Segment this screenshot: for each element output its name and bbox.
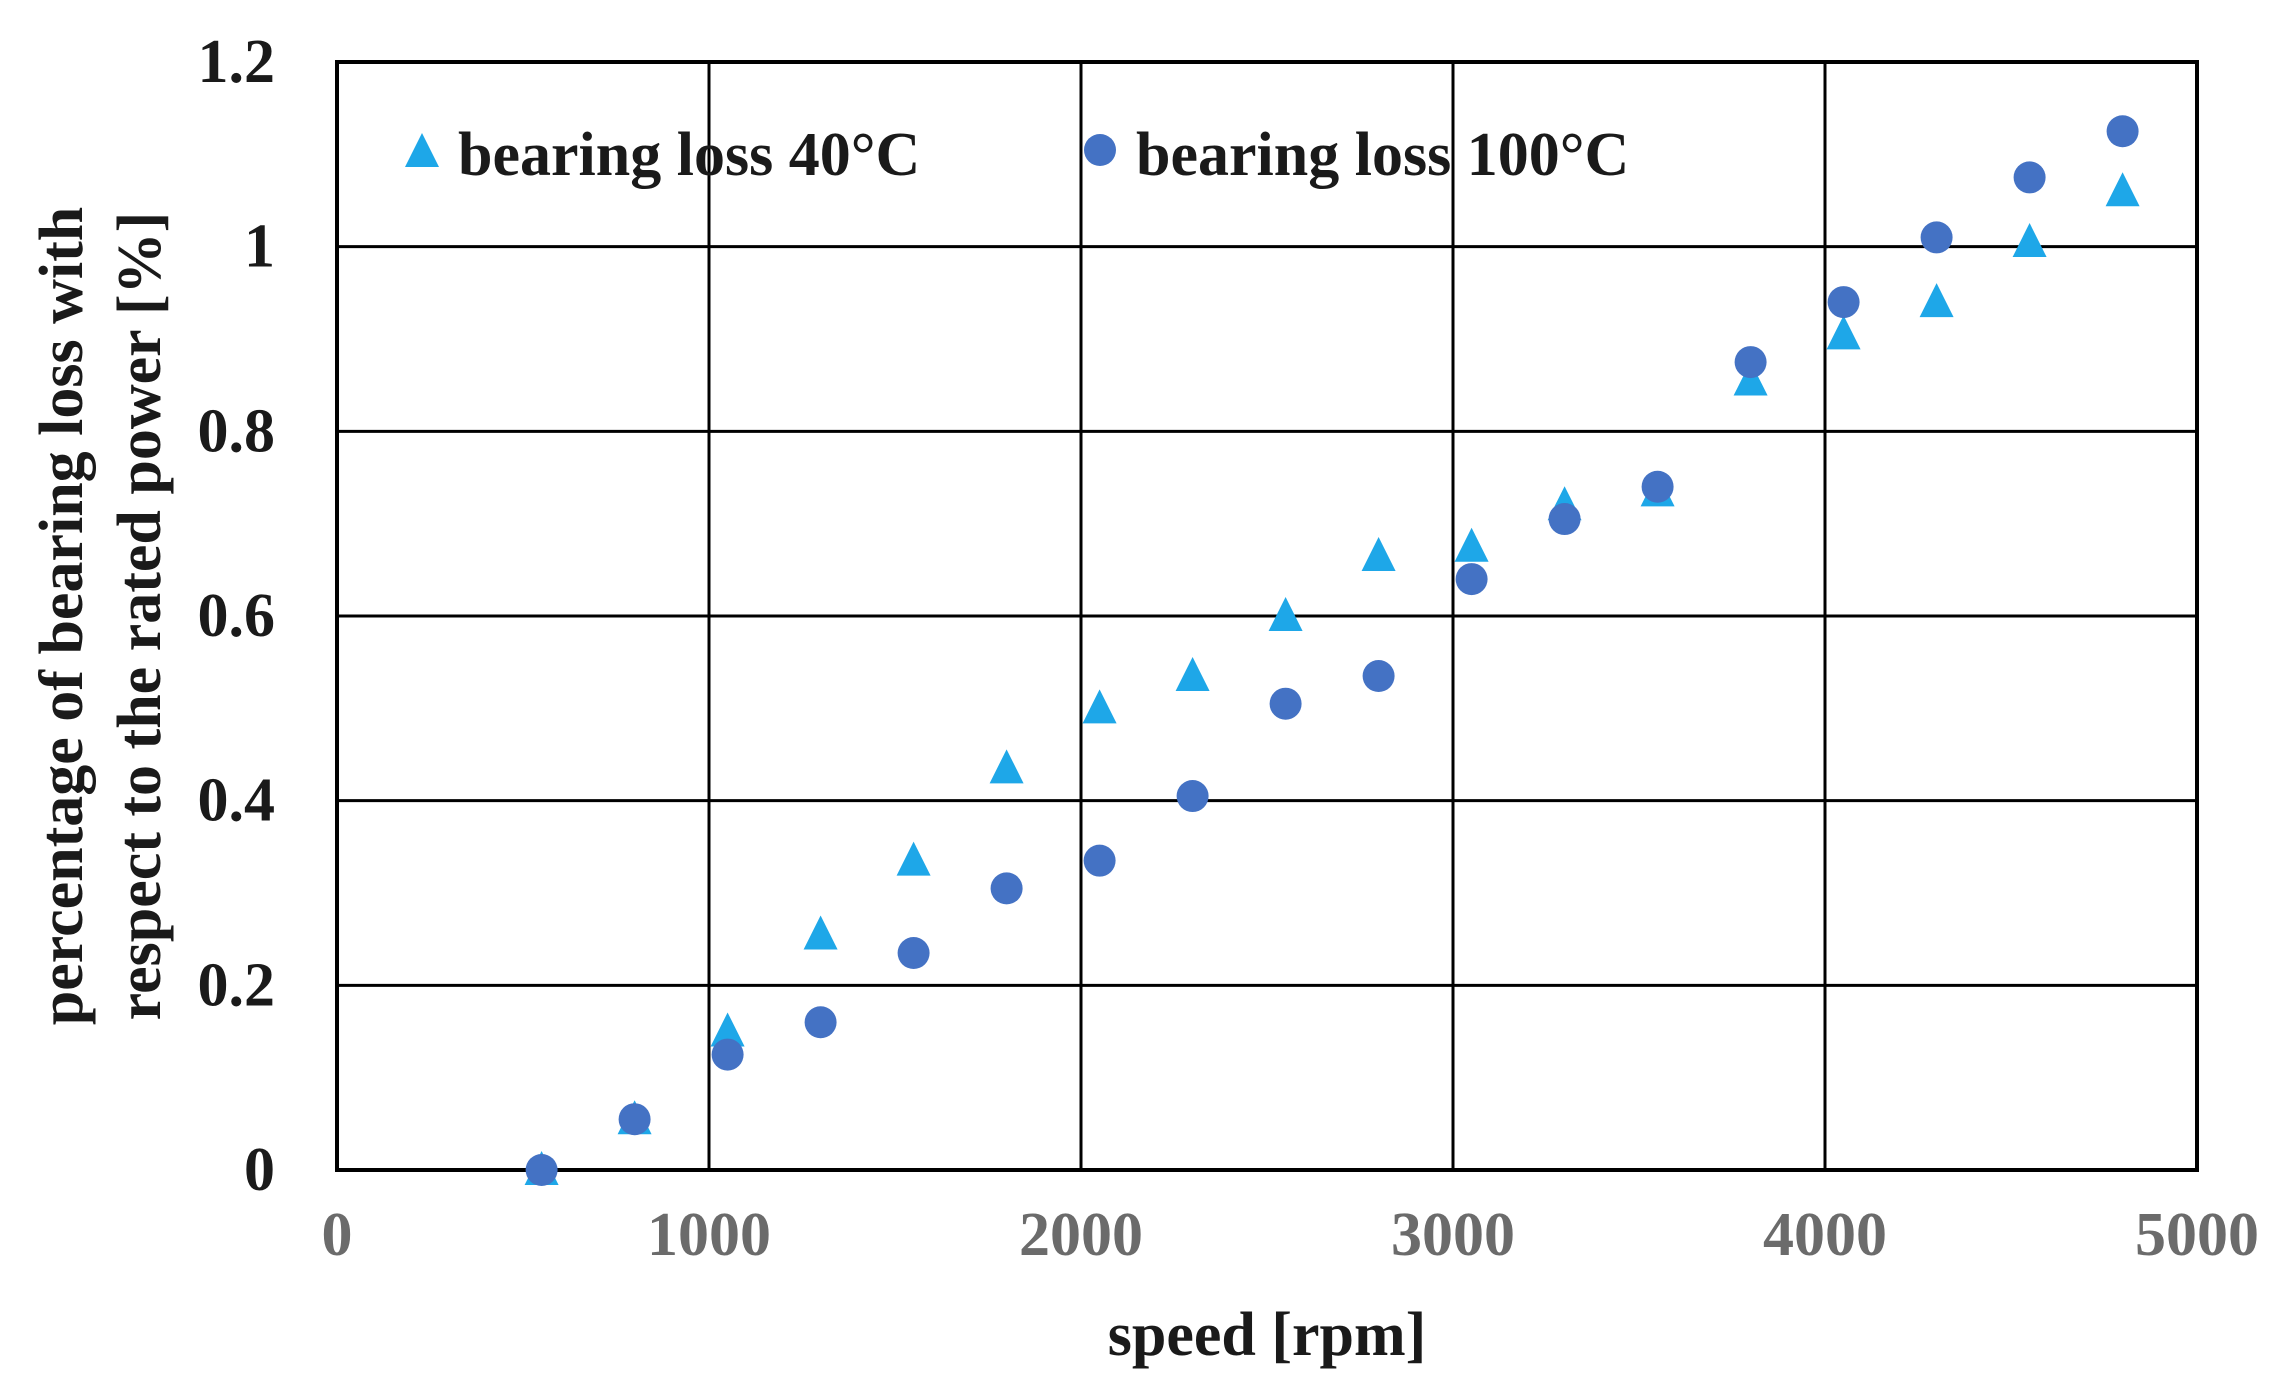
x-tick-label: 1000 <box>647 1201 771 1269</box>
x-tick-label: 4000 <box>1763 1201 1887 1269</box>
circle-point <box>1083 844 1116 877</box>
x-tick-label: 2000 <box>1019 1201 1143 1269</box>
triangle-point <box>989 749 1024 784</box>
y-axis-tick-labels: 0 0.2 0.4 0.6 0.8 1 1.2 <box>198 28 276 1204</box>
x-tick-label: 5000 <box>2135 1201 2259 1269</box>
circle-point <box>2106 115 2139 148</box>
circle-point <box>1548 503 1581 536</box>
triangle-point <box>1175 657 1210 692</box>
plot-area-frame <box>335 60 2199 1172</box>
circle-point <box>990 872 1023 905</box>
x-tick-label: 0 <box>322 1201 353 1269</box>
circle-point <box>1734 346 1767 379</box>
y-tick-label: 0 <box>244 1136 275 1204</box>
triangle-point <box>710 1012 745 1047</box>
legend-label: bearing loss 100°C <box>1136 121 1629 189</box>
legend-label: bearing loss 40°C <box>458 121 920 189</box>
triangle-point <box>2012 223 2047 258</box>
y-tick-label: 1 <box>244 213 275 281</box>
series-100c <box>525 115 2139 1186</box>
triangle-point <box>1733 361 1768 396</box>
triangle-point <box>1082 689 1117 724</box>
circle-point <box>897 937 930 970</box>
circle-point <box>1269 687 1302 720</box>
triangle-point <box>1826 315 1861 350</box>
y-tick-label: 1.2 <box>198 28 276 96</box>
x-axis-tick-labels: 0 1000 2000 3000 4000 5000 <box>322 1201 2260 1269</box>
y-axis-title-line: respect to the rated power [%] <box>106 212 174 1021</box>
triangle-point <box>803 915 838 950</box>
circle-point <box>525 1154 558 1186</box>
circle-point <box>1920 221 1953 254</box>
triangle-point <box>1454 527 1489 562</box>
legend-item: bearing loss 100°C <box>1084 121 1629 189</box>
triangle-point <box>1361 536 1396 571</box>
x-tick-label: 3000 <box>1391 1201 1515 1269</box>
triangle-point <box>896 841 931 876</box>
y-tick-label: 0.8 <box>198 397 276 465</box>
legend-triangle-marker <box>405 133 439 167</box>
circle-point <box>2013 161 2046 194</box>
legend: bearing loss 40°C bearing loss 100°C <box>405 121 1629 189</box>
triangle-point <box>1268 597 1303 631</box>
circle-point <box>1827 286 1860 319</box>
circle-point <box>618 1103 651 1136</box>
y-tick-label: 0.2 <box>198 951 276 1019</box>
x-axis-title: speed [rpm] <box>1108 1301 1427 1369</box>
legend-circle-marker <box>1084 134 1116 166</box>
series-40c <box>524 172 2140 1185</box>
triangle-point <box>2105 172 2140 207</box>
circle-point <box>1362 660 1395 693</box>
circle-point <box>711 1038 744 1071</box>
grid-lines <box>335 60 2199 1172</box>
legend-item: bearing loss 40°C <box>405 121 920 189</box>
circle-point <box>1641 470 1674 503</box>
y-axis-title: percentage of bearing loss with respect t… <box>28 207 174 1026</box>
circle-point <box>1455 563 1488 596</box>
circle-point <box>1176 780 1209 813</box>
y-tick-label: 0.6 <box>198 582 276 650</box>
circle-point <box>804 1006 837 1039</box>
y-axis-title-line: percentage of bearing loss with <box>28 207 96 1026</box>
triangle-point <box>1919 283 1954 318</box>
y-tick-label: 0.4 <box>198 767 276 835</box>
data-points <box>524 115 2140 1186</box>
